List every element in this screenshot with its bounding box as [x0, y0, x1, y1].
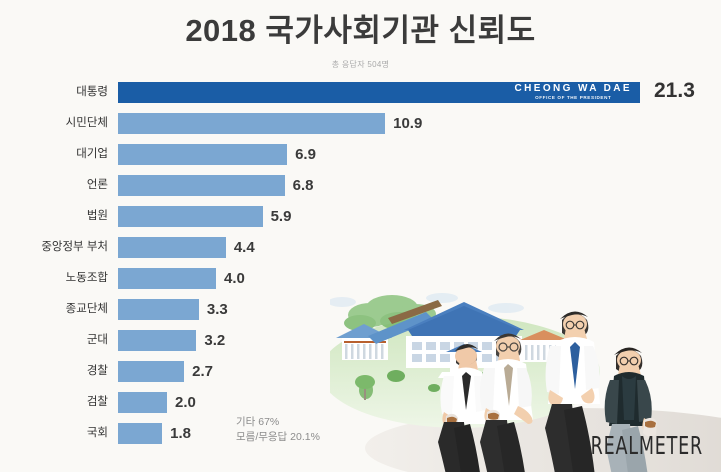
- bar-row: 검찰 2.0: [0, 392, 721, 413]
- cheong-wa-dae-plaque-subtitle: OFFICE OF THE PRESIDENT: [535, 95, 612, 100]
- bar-fill: [118, 237, 226, 258]
- bar-track: [118, 237, 226, 258]
- page-subtitle: 총 응답자 504명: [331, 60, 390, 70]
- bar-fill: [118, 206, 263, 227]
- bar-value-label: 2.0: [175, 394, 196, 411]
- footnotes: 기타 67% 모름/무응답 20.1%: [236, 415, 320, 445]
- bar-row: 군대 3.2: [0, 330, 721, 351]
- bar-value-label: 4.0: [224, 270, 245, 287]
- bar-value-label: 6.9: [295, 146, 316, 163]
- bar-row: 대통령 CHEONG WA DAE OFFICE OF THE PRESIDENT 2…: [0, 79, 721, 103]
- bar-fill: [118, 299, 199, 320]
- bar-category-label: 군대: [86, 334, 108, 346]
- bar-row: 노동조합 4.0: [0, 268, 721, 289]
- bar-value-label: 10.9: [393, 115, 423, 132]
- bar-value-label: 4.4: [233, 239, 255, 256]
- bar-row: 경찰 2.7: [0, 361, 721, 382]
- bar-track: [118, 423, 163, 444]
- bar-chart: 대통령 CHEONG WA DAE OFFICE OF THE PRESIDENT 2…: [0, 78, 721, 458]
- bar-track: [118, 330, 197, 351]
- bar-value-label: 1.8: [170, 425, 191, 442]
- bar-value-label: 6.8: [292, 177, 314, 194]
- page-title: 2018 국가사회기관 신뢰도: [185, 13, 536, 48]
- bar-value-label: 5.9: [270, 208, 292, 225]
- cheong-wa-dae-plaque-title: CHEONG WA DAE: [514, 83, 632, 94]
- footnote-no-answer: 모름/무응답 20.1%: [236, 431, 320, 443]
- bar-track: CHEONG WA DAE OFFICE OF THE PRESIDENT: [118, 82, 640, 103]
- bar-category-label: 국회: [86, 427, 108, 439]
- bar-track: [118, 206, 263, 227]
- bar-category-label: 언론: [86, 179, 108, 191]
- bar-fill: [118, 361, 185, 382]
- bar-track: [118, 299, 199, 320]
- bar-value-label: 3.2: [204, 332, 226, 349]
- bar-track: [118, 113, 386, 134]
- cheong-wa-dae-plaque: CHEONG WA DAE OFFICE OF THE PRESIDENT: [515, 82, 633, 103]
- bar-category-label: 검찰: [86, 396, 108, 408]
- bar-category-label: 중앙정부 부처: [41, 241, 108, 253]
- bar-fill: [118, 330, 197, 351]
- bar-fill: [118, 392, 167, 413]
- bar-category-label: 법원: [86, 210, 108, 222]
- bar-row: 시민단체 10.9: [0, 113, 721, 134]
- bar-track: [118, 392, 167, 413]
- bar-fill: [118, 113, 386, 134]
- bar-fill: [118, 268, 217, 289]
- bar-track: [118, 175, 285, 196]
- bar-row: 법원 5.9: [0, 206, 721, 227]
- title-block: 2018 국가사회기관 신뢰도 총 응답자 504명: [0, 12, 721, 70]
- bar-category-label: 경찰: [86, 365, 108, 377]
- bar-value-label: 21.3: [654, 79, 695, 102]
- bar-fill: [118, 175, 285, 196]
- bar-value-label: 3.3: [206, 301, 228, 318]
- bar-category-label: 노동조합: [65, 272, 108, 284]
- bar-track: [118, 268, 217, 289]
- bar-category-label: 대통령: [76, 86, 108, 98]
- bar-category-label: 대기업: [76, 148, 108, 160]
- bar-row: 종교단체 3.3: [0, 299, 721, 320]
- bar-row: 국회 1.8: [0, 423, 721, 444]
- bar-track: [118, 361, 185, 382]
- bar-row: 언론 6.8: [0, 175, 721, 196]
- bar-track: [118, 144, 288, 165]
- realmeter-logo: REALMETER: [590, 431, 703, 460]
- bar-category-label: 시민단체: [65, 117, 108, 129]
- bar-value-label: 2.7: [192, 363, 214, 380]
- footnote-other: 기타 67%: [236, 416, 280, 428]
- bar-fill: [118, 423, 163, 444]
- bar-category-label: 종교단체: [65, 303, 108, 315]
- bar-fill: CHEONG WA DAE OFFICE OF THE PRESIDENT: [118, 82, 640, 103]
- bar-row: 대기업 6.9: [0, 144, 721, 165]
- bar-row: 중앙정부 부처 4.4: [0, 237, 721, 258]
- bar-fill: [118, 144, 288, 165]
